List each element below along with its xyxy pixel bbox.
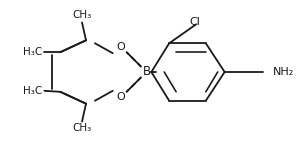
Text: NH₂: NH₂ — [273, 67, 294, 77]
Text: B: B — [143, 65, 152, 79]
Text: O: O — [116, 92, 125, 102]
Text: Cl: Cl — [190, 17, 200, 27]
Text: H₃C: H₃C — [23, 86, 42, 96]
Text: H₃C: H₃C — [23, 47, 42, 57]
Text: O: O — [116, 42, 125, 52]
Text: CH₃: CH₃ — [72, 123, 92, 133]
Text: CH₃: CH₃ — [72, 10, 92, 20]
